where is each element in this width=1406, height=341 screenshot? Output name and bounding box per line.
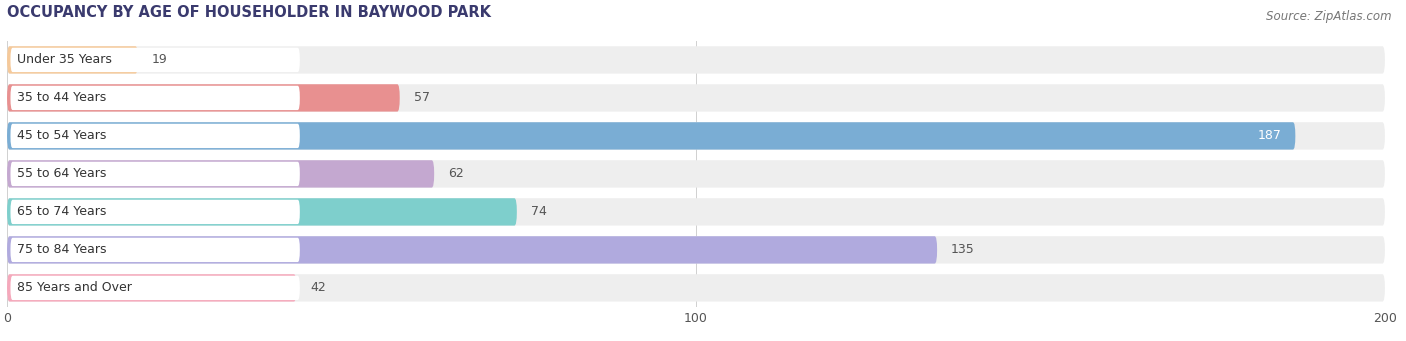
Text: 75 to 84 Years: 75 to 84 Years bbox=[17, 243, 107, 256]
Text: Source: ZipAtlas.com: Source: ZipAtlas.com bbox=[1267, 10, 1392, 23]
Text: 35 to 44 Years: 35 to 44 Years bbox=[17, 91, 107, 104]
Text: 42: 42 bbox=[311, 281, 326, 294]
FancyBboxPatch shape bbox=[10, 238, 299, 262]
FancyBboxPatch shape bbox=[10, 200, 299, 224]
FancyBboxPatch shape bbox=[7, 236, 938, 264]
FancyBboxPatch shape bbox=[7, 274, 297, 301]
Text: 65 to 74 Years: 65 to 74 Years bbox=[17, 205, 107, 218]
FancyBboxPatch shape bbox=[7, 274, 1385, 301]
FancyBboxPatch shape bbox=[7, 198, 517, 226]
FancyBboxPatch shape bbox=[10, 48, 299, 72]
FancyBboxPatch shape bbox=[7, 84, 1385, 112]
Text: 55 to 64 Years: 55 to 64 Years bbox=[17, 167, 107, 180]
FancyBboxPatch shape bbox=[7, 236, 1385, 264]
FancyBboxPatch shape bbox=[7, 122, 1385, 150]
Text: 135: 135 bbox=[950, 243, 974, 256]
Text: OCCUPANCY BY AGE OF HOUSEHOLDER IN BAYWOOD PARK: OCCUPANCY BY AGE OF HOUSEHOLDER IN BAYWO… bbox=[7, 5, 491, 20]
FancyBboxPatch shape bbox=[10, 124, 299, 148]
Text: 57: 57 bbox=[413, 91, 429, 104]
FancyBboxPatch shape bbox=[7, 160, 434, 188]
FancyBboxPatch shape bbox=[7, 160, 1385, 188]
FancyBboxPatch shape bbox=[10, 162, 299, 186]
FancyBboxPatch shape bbox=[10, 86, 299, 110]
FancyBboxPatch shape bbox=[7, 46, 1385, 74]
Text: 45 to 54 Years: 45 to 54 Years bbox=[17, 130, 107, 143]
Text: 74: 74 bbox=[530, 205, 547, 218]
Text: Under 35 Years: Under 35 Years bbox=[17, 54, 112, 66]
Text: 19: 19 bbox=[152, 54, 167, 66]
FancyBboxPatch shape bbox=[10, 276, 299, 300]
FancyBboxPatch shape bbox=[7, 122, 1295, 150]
FancyBboxPatch shape bbox=[7, 46, 138, 74]
Text: 187: 187 bbox=[1258, 130, 1282, 143]
Text: 85 Years and Over: 85 Years and Over bbox=[17, 281, 132, 294]
FancyBboxPatch shape bbox=[7, 84, 399, 112]
Text: 62: 62 bbox=[449, 167, 464, 180]
FancyBboxPatch shape bbox=[7, 198, 1385, 226]
